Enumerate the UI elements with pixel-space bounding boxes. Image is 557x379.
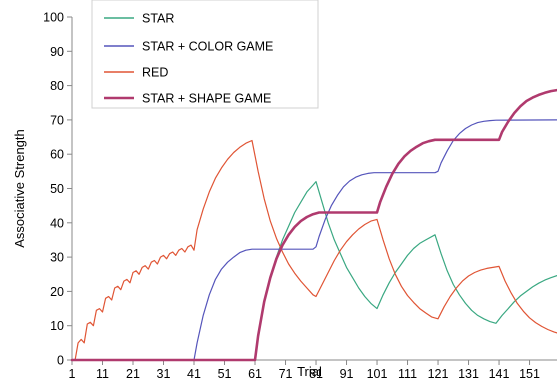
legend-label: STAR + SHAPE GAME (142, 92, 271, 106)
x-tick-label: 21 (126, 367, 140, 379)
y-tick-label: 60 (50, 148, 64, 162)
y-tick-label: 30 (50, 251, 64, 265)
series-lines (70, 88, 557, 362)
series-line-2 (71, 119, 557, 361)
x-axis-title: Trial (297, 364, 322, 379)
y-tick-label: 80 (50, 79, 64, 93)
y-tick-label: 50 (50, 182, 64, 196)
legend: STAR STAR + COLOR GAME RED STAR + SHAPE GAM… (91, 0, 319, 109)
series-line-1 (71, 181, 557, 361)
y-tick-label: 0 (57, 354, 64, 368)
y-tick-label: 10 (50, 319, 64, 333)
legend-label: RED (142, 66, 168, 80)
x-tick-label: 31 (157, 367, 171, 379)
x-tick-label: 121 (428, 367, 449, 379)
y-axis-title: Associative Strength (12, 129, 27, 248)
x-tick-label: 131 (458, 367, 479, 379)
y-tick-label: 70 (50, 113, 64, 127)
x-tick-label: 51 (218, 367, 232, 379)
x-axis: 1 11 21 31 41 51 61 71 81 91 101 111 121 131 141 151 (69, 359, 557, 379)
x-tick-label: 71 (279, 367, 293, 379)
x-tick-label: 81 (309, 367, 323, 379)
legend-label: STAR + COLOR GAME (142, 40, 273, 54)
y-tick-label: 90 (50, 45, 64, 59)
x-tick-label: 141 (489, 367, 510, 379)
x-tick-label: 41 (187, 367, 201, 379)
x-tick-label: 91 (340, 367, 354, 379)
legend-label: STAR (142, 12, 174, 26)
y-tick-label: 100 (43, 11, 64, 25)
x-tick-label: 61 (248, 367, 262, 379)
y-tick-label: 40 (50, 216, 64, 230)
y-axis: 0 10 20 30 40 50 60 70 80 90 100 (43, 11, 73, 368)
x-tick-label: 1 (69, 367, 76, 379)
x-tick-label: 151 (519, 367, 540, 379)
x-tick-label: 111 (398, 367, 417, 379)
series-line-3 (71, 139, 557, 361)
series-line-4 (70, 88, 557, 362)
y-tick-label: 20 (50, 285, 64, 299)
x-tick-label: 11 (96, 367, 109, 379)
x-tick-label: 101 (367, 367, 388, 379)
